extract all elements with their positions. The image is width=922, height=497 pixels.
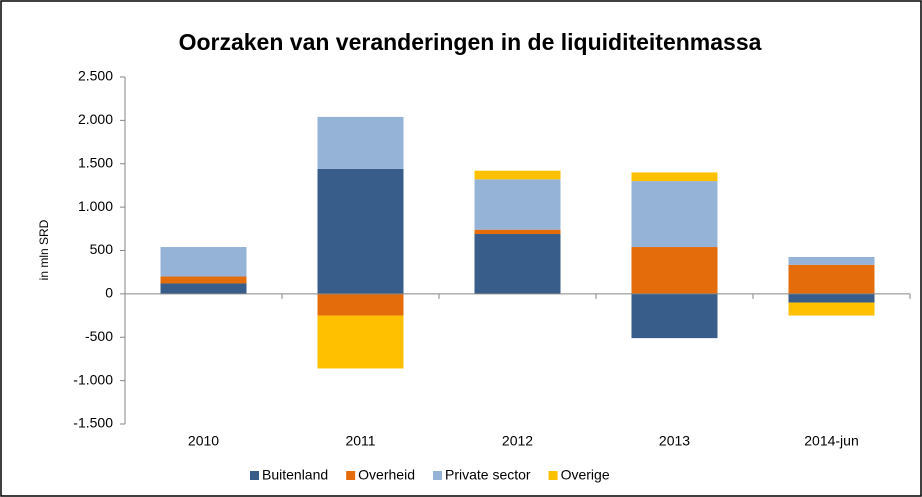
bar-segment bbox=[160, 276, 247, 284]
bar-segment bbox=[317, 116, 404, 169]
bar-segment bbox=[474, 234, 561, 294]
bar-segment bbox=[474, 179, 561, 230]
bar-segment bbox=[474, 170, 561, 180]
bar-segment bbox=[160, 247, 247, 277]
x-tick-label: 2012 bbox=[502, 433, 533, 449]
bar-segment bbox=[788, 257, 875, 265]
legend-label: Private sector bbox=[445, 467, 531, 483]
y-tick-label: -500 bbox=[85, 328, 113, 344]
bar-segment bbox=[788, 293, 875, 303]
bar-segment bbox=[474, 229, 561, 235]
legend-label: Overige bbox=[561, 467, 610, 483]
legend-swatch bbox=[432, 471, 442, 480]
y-tick-label: 2.000 bbox=[78, 111, 113, 127]
y-tick-label: 500 bbox=[90, 241, 114, 257]
x-tick-label: 2013 bbox=[659, 433, 690, 449]
legend-swatch bbox=[548, 471, 558, 480]
y-tick-label: -1.500 bbox=[73, 415, 113, 431]
x-tick-label: 2011 bbox=[345, 433, 375, 449]
y-tick-label: 1.500 bbox=[78, 154, 113, 170]
bar-segment bbox=[160, 283, 247, 294]
y-tick-label: 1.000 bbox=[78, 198, 113, 214]
bar-segment bbox=[631, 172, 718, 182]
bar-segment bbox=[631, 293, 718, 339]
bar-segment bbox=[631, 247, 718, 294]
x-tick-label: 2010 bbox=[188, 433, 219, 449]
legend-label: Overheid bbox=[358, 467, 415, 483]
x-tick-label: 2014-jun bbox=[804, 433, 859, 449]
y-tick-label: 0 bbox=[105, 285, 113, 301]
bar-segment bbox=[631, 181, 718, 248]
legend-swatch bbox=[346, 471, 356, 480]
y-tick-label: 2.500 bbox=[78, 68, 113, 84]
legend-swatch bbox=[250, 471, 259, 480]
y-axis-title: in mln SRD bbox=[37, 219, 51, 280]
bar-segment bbox=[788, 264, 875, 294]
legend-label: Buitenland bbox=[262, 467, 328, 483]
chart-title: Oorzaken van veranderingen in de liquidi… bbox=[179, 29, 762, 55]
bar-segment bbox=[317, 293, 404, 316]
bar-segment bbox=[317, 168, 404, 294]
y-tick-label: -1.000 bbox=[73, 371, 113, 387]
bar-segment bbox=[788, 302, 875, 316]
bar-segment bbox=[317, 315, 404, 369]
